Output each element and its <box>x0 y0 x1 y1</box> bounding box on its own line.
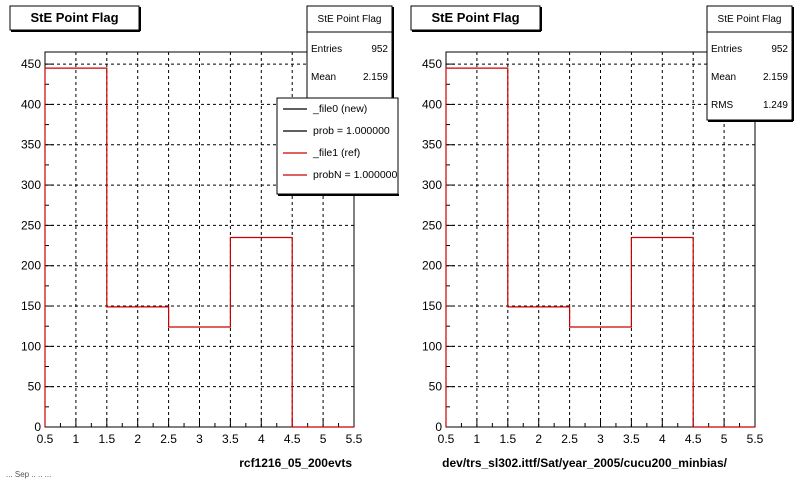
stats-box <box>706 5 793 121</box>
x-tick-label: 2 <box>535 432 542 446</box>
x-axis-title: dev/trs_sl302.ittf/Sat/year_2005/cucu200… <box>442 456 727 470</box>
y-tick-label: 0 <box>34 420 41 434</box>
y-tick-label: 400 <box>422 97 442 111</box>
x-tick-label: 1 <box>474 432 481 446</box>
left-histogram-panel: 0.5 1 1.5 2 2.5 3 3.5 4 4.5 5 5.5 0 50 100 150 200 250 30… <box>9 5 399 470</box>
x-tick-label: 2 <box>134 432 141 446</box>
legend-box <box>276 97 399 195</box>
stats-label: Mean <box>311 72 336 83</box>
stats-title: StE Point Flag <box>318 14 382 25</box>
x-tick-label: 1.5 <box>98 432 115 446</box>
histogram-bin <box>230 237 292 427</box>
y-tick-label: 350 <box>422 138 442 152</box>
histogram-bin <box>570 327 632 427</box>
y-tick-label: 250 <box>422 218 442 232</box>
y-tick-label: 450 <box>422 57 442 71</box>
y-tick-label: 250 <box>21 218 41 232</box>
x-tick-label: 4 <box>258 432 265 446</box>
stats-title: StE Point Flag <box>718 14 782 25</box>
histogram-bin <box>631 237 693 427</box>
x-tick-label: 5 <box>320 432 327 446</box>
x-tick-label: 5.5 <box>747 432 764 446</box>
stats-value: 2.159 <box>763 72 788 83</box>
x-axis-title: rcf1216_05_200evts <box>239 456 352 470</box>
y-tick-label: 200 <box>21 259 41 273</box>
y-tick-label: 150 <box>422 299 442 313</box>
y-tick-label: 100 <box>422 339 442 353</box>
histogram-series-line <box>445 67 755 428</box>
y-tick-label: 300 <box>422 178 442 192</box>
x-tick-label: 3 <box>597 432 604 446</box>
footer-stamp: ... Sep .. .. ... <box>6 470 51 479</box>
x-tick-label: 4.5 <box>685 432 702 446</box>
x-tick-label: 3.5 <box>222 432 239 446</box>
histogram-series-line <box>44 67 354 428</box>
stats-label: Mean <box>711 72 736 83</box>
stats-value: 952 <box>771 44 788 55</box>
stats-label: Entries <box>311 44 342 55</box>
legend-entry: _file1 (ref) <box>312 147 360 159</box>
stats-label: Entries <box>711 44 742 55</box>
x-tick-label: 5 <box>721 432 728 446</box>
y-tick-label: 400 <box>21 97 41 111</box>
y-tick-label: 100 <box>21 339 41 353</box>
y-tick-label: 150 <box>21 299 41 313</box>
stats-value: 1.249 <box>763 100 788 111</box>
histogram-bin <box>169 327 231 427</box>
y-tick-label: 0 <box>435 420 442 434</box>
x-tick-label: 3 <box>196 432 203 446</box>
chart-title: StE Point Flag <box>30 10 118 25</box>
histogram-bin <box>508 307 570 427</box>
y-tick-label: 50 <box>429 380 443 394</box>
x-tick-label: 1 <box>73 432 80 446</box>
x-tick-label: 5.5 <box>346 432 363 446</box>
legend-entry: probN = 1.000000 <box>313 169 398 181</box>
legend-entries: _file0 (new) prob = 1.000000 _file1 (ref) p… <box>283 103 398 181</box>
x-tick-label: 4 <box>659 432 666 446</box>
y-tick-label: 200 <box>422 259 442 273</box>
histogram-bin <box>107 307 169 427</box>
y-tick-label: 450 <box>21 57 41 71</box>
x-tick-label: 4.5 <box>284 432 301 446</box>
title-box <box>9 5 140 31</box>
stats-value: 2.159 <box>363 72 388 83</box>
histogram-bin <box>446 68 508 427</box>
stats-value: 952 <box>371 44 388 55</box>
y-tick-label: 50 <box>28 380 42 394</box>
x-tick-label: 3.5 <box>623 432 640 446</box>
x-tick-label: 2.5 <box>561 432 578 446</box>
x-tick-label: 1.5 <box>499 432 516 446</box>
legend-entry: prob = 1.000000 <box>313 125 390 137</box>
legend-entry: _file0 (new) <box>312 103 367 115</box>
y-tick-label: 300 <box>21 178 41 192</box>
x-tick-label: 0.5 <box>438 432 455 446</box>
stats-box <box>306 5 393 99</box>
chart-title: StE Point Flag <box>431 10 519 25</box>
x-tick-label: 2.5 <box>160 432 177 446</box>
histogram-bin <box>45 68 107 427</box>
y-tick-label: 350 <box>21 138 41 152</box>
x-tick-label: 0.5 <box>37 432 54 446</box>
right-histogram-panel: 0.5 1 1.5 2 2.5 3 3.5 4 4.5 5 5.5 0 50 100 150 200 250 30… <box>410 5 794 470</box>
stats-label: RMS <box>711 100 734 111</box>
